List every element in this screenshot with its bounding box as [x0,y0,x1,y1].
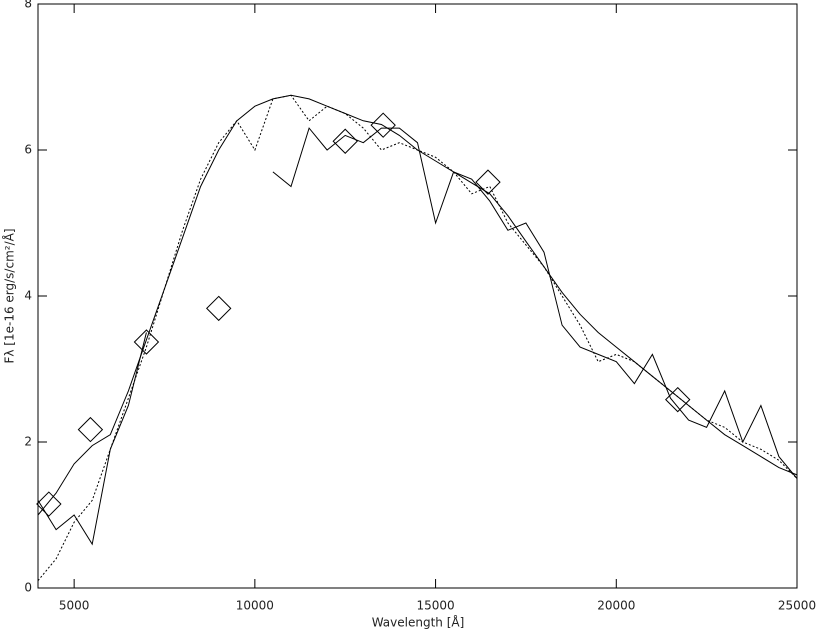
photometry-diamond [665,386,691,413]
x-tick-label: 20000 [597,599,635,613]
plot-frame [37,3,798,589]
photometry-diamond [332,128,358,154]
photometry-diamond [475,169,501,195]
photometry-diamond [206,295,232,322]
y-tick-label: 0 [24,581,32,595]
spectrum-line [37,94,798,582]
y-axis-title: Fλ [1e-16 erg/s/cm²/Å] [2,228,17,363]
x-tick-label: 15000 [416,599,454,613]
x-axis-title: Wavelength [Å] [372,615,465,630]
photometry-diamond [77,416,104,443]
y-tick-label: 8 [24,0,32,11]
photometry-diamond [133,329,160,355]
y-tick-label: 6 [24,143,32,157]
y-tick-label: 4 [24,289,32,303]
y-tick-label: 2 [24,435,32,449]
x-tick-label: 25000 [778,599,816,613]
spectrum-line [37,127,798,546]
photometry-diamond [370,112,396,138]
spectrum-line [37,94,798,516]
photometry-diamond [36,491,62,517]
x-tick-label: 5000 [59,599,90,613]
x-tick-label: 10000 [236,599,274,613]
